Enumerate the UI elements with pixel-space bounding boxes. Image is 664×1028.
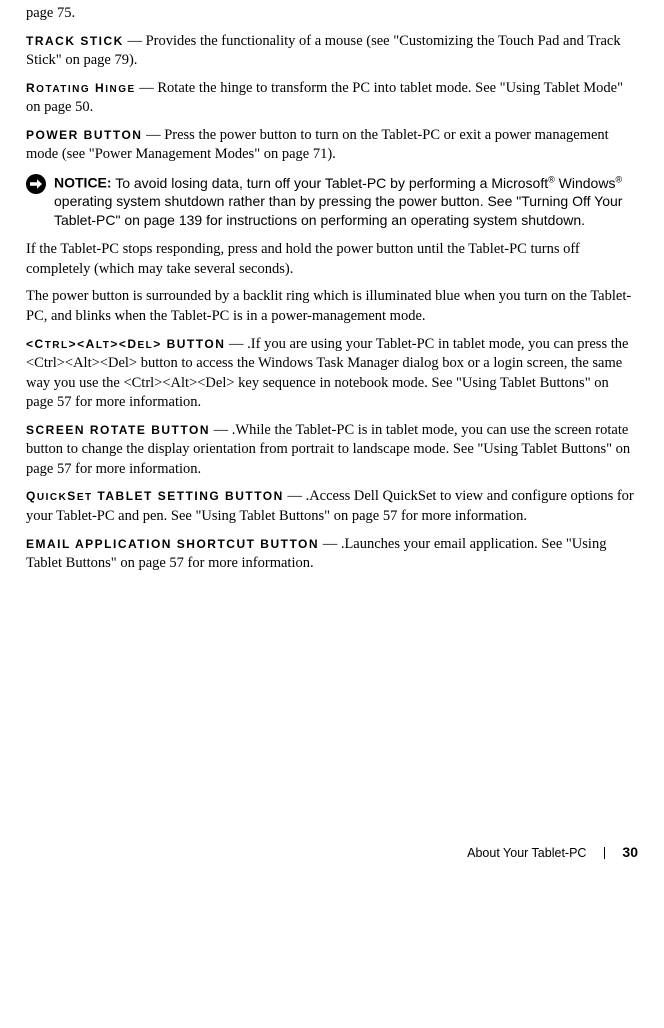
- section-rotating-hinge: ROTATING HINGE — Rotate the hinge to tra…: [26, 79, 638, 118]
- term-power-button: POWER BUTTON —: [26, 127, 164, 143]
- section-track-stick: TRACK STICK — Provides the functionality…: [26, 32, 638, 71]
- term-track-stick: TRACK STICK —: [26, 33, 146, 49]
- lead-fragment: page 75.: [26, 4, 638, 24]
- notice-block: NOTICE: To avoid losing data, turn off y…: [26, 173, 638, 230]
- section-quickset: QUICKSET TABLET SETTING BUTTON — .Access…: [26, 487, 638, 526]
- after-notice-1: If the Tablet-PC stops responding, press…: [26, 240, 638, 279]
- term-screen-rotate: SCREEN ROTATE BUTTON —: [26, 422, 232, 438]
- page-body: page 75. TRACK STICK — Provides the func…: [0, 4, 664, 860]
- section-screen-rotate: SCREEN ROTATE BUTTON — .While the Tablet…: [26, 421, 638, 480]
- notice-icon: [26, 173, 54, 199]
- term-quickset: QUICKSET TABLET SETTING BUTTON —: [26, 488, 306, 504]
- section-ctrl-alt-del: <CTRL><ALT><DEL> BUTTON — .If you are us…: [26, 335, 638, 413]
- notice-body: To avoid losing data, turn off your Tabl…: [54, 175, 622, 229]
- footer-divider: [604, 847, 605, 859]
- notice-label: NOTICE:: [54, 175, 112, 191]
- footer-page-number: 30: [622, 844, 638, 860]
- term-email-shortcut: EMAIL APPLICATION SHORTCUT BUTTON —: [26, 536, 341, 552]
- footer-section-title: About Your Tablet-PC: [467, 846, 586, 860]
- notice-text: NOTICE: To avoid losing data, turn off y…: [54, 173, 638, 230]
- after-notice-2: The power button is surrounded by a back…: [26, 287, 638, 326]
- term-rotating-hinge: ROTATING HINGE —: [26, 80, 157, 96]
- section-email-shortcut: EMAIL APPLICATION SHORTCUT BUTTON — .Lau…: [26, 535, 638, 574]
- section-power-button: POWER BUTTON — Press the power button to…: [26, 126, 638, 165]
- page-footer: About Your Tablet-PC 30: [26, 844, 638, 860]
- term-ctrl-alt-del: <CTRL><ALT><DEL> BUTTON —: [26, 336, 247, 352]
